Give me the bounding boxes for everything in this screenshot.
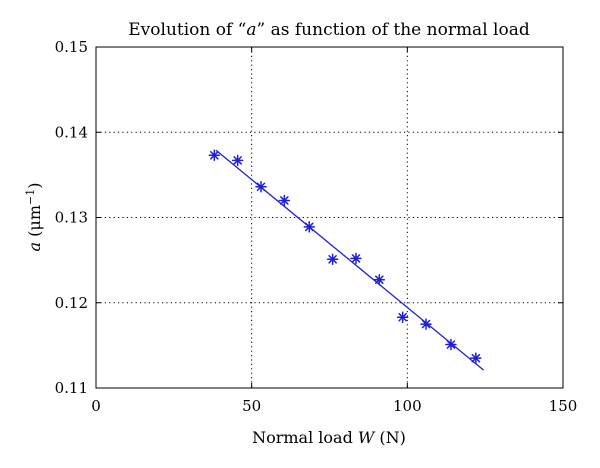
data-point <box>326 253 339 266</box>
plot-frame <box>95 46 564 389</box>
x-tick-label: 50 <box>242 397 261 415</box>
data-point <box>373 273 386 286</box>
y-tick-label: 0.14 <box>55 123 88 141</box>
grid-lines <box>96 47 563 388</box>
data-point <box>470 352 482 364</box>
x-axis-label: Normal load W (N) <box>252 428 406 447</box>
data-point <box>231 154 244 167</box>
y-tick-label: 0.12 <box>55 294 88 312</box>
data-point <box>445 338 457 351</box>
x-tick-label: 150 <box>549 397 578 415</box>
data-point <box>303 221 316 233</box>
y-tick-label: 0.15 <box>55 38 88 56</box>
y-tick-labels: 0.11 0.12 0.13 0.14 0.15 <box>55 38 88 397</box>
x-tick-labels: 0 50 100 150 <box>91 397 577 415</box>
data-point <box>420 318 432 330</box>
data-points <box>208 149 482 364</box>
y-tick-label: 0.13 <box>55 209 88 227</box>
y-axis-label: a (μm−1) <box>24 183 44 252</box>
x-tick-label: 100 <box>393 397 422 415</box>
data-point <box>396 311 409 323</box>
x-tick-label: 0 <box>91 397 101 415</box>
chart-title: Evolution of “a” as function of the norm… <box>128 20 530 40</box>
data-point <box>350 252 362 265</box>
data-point <box>255 181 267 193</box>
y-tick-label: 0.11 <box>55 379 88 397</box>
data-point <box>278 194 291 207</box>
data-point <box>208 149 221 162</box>
